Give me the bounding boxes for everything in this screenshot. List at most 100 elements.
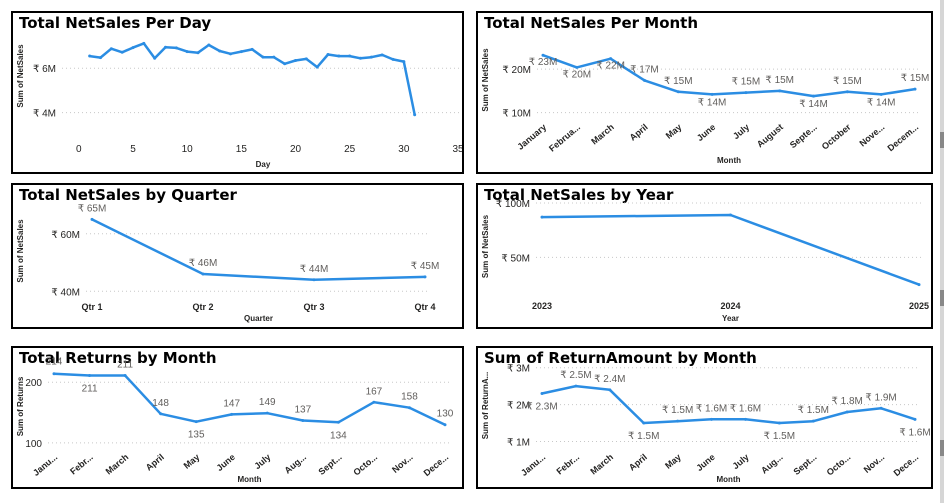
category-label: April xyxy=(144,452,166,473)
category-label: January xyxy=(515,122,548,152)
category-label: Febr... xyxy=(554,452,581,477)
data-point xyxy=(443,423,447,427)
data-point xyxy=(120,50,124,54)
data-point xyxy=(261,55,265,59)
y-axis-title: Sum of NetSales xyxy=(481,48,490,112)
category-label: Nov... xyxy=(862,452,887,475)
data-point xyxy=(913,87,917,91)
y-tick-label: ₹ 10M xyxy=(502,109,531,120)
netsales-per-day-panel[interactable]: Total NetSales Per Day ₹ 4M ₹ 6M Sum of Ne… xyxy=(11,11,464,174)
data-point xyxy=(743,417,747,421)
data-point xyxy=(218,49,222,53)
return-amount-by-month-chart: ₹ 1M ₹ 2M ₹ 3M Sum of ReturnA... Janu... Febr… xyxy=(481,364,931,484)
data-label: 167 xyxy=(366,386,383,397)
data-label: ₹ 44M xyxy=(300,264,329,275)
data-point xyxy=(230,412,234,416)
x-tick-label: 15 xyxy=(236,144,248,155)
data-point xyxy=(294,58,297,62)
data-label: ₹ 1.5M xyxy=(798,405,829,416)
category-label: April xyxy=(628,122,650,143)
x-tick-label: 5 xyxy=(130,144,136,155)
data-point xyxy=(540,392,544,396)
data-point xyxy=(315,65,319,69)
data-label: 214 xyxy=(46,357,63,368)
data-point xyxy=(194,420,198,424)
category-label: March xyxy=(104,452,131,477)
data-point xyxy=(99,56,102,60)
category-label: April xyxy=(627,452,649,473)
series-line xyxy=(53,372,446,426)
category-label: Aug... xyxy=(759,452,785,476)
y-tick-label: ₹ 6M xyxy=(33,64,56,75)
x-axis-title: Year xyxy=(722,314,739,323)
data-point xyxy=(811,419,815,423)
data-label: ₹ 15M xyxy=(732,77,761,88)
series-line xyxy=(542,54,916,98)
return-amount-by-month-panel[interactable]: Sum of ReturnAmount by Month ₹ 1M ₹ 2M ₹ 3… xyxy=(476,346,933,489)
series-line xyxy=(89,42,416,116)
category-label: August xyxy=(755,122,785,150)
chart-title: Total NetSales Per Month xyxy=(484,14,699,32)
netsales-by-quarter-panel[interactable]: Total NetSales by Quarter ₹ 40M ₹ 60M Sum … xyxy=(11,183,464,329)
category-label: October xyxy=(820,122,853,152)
data-label: ₹ 15M xyxy=(664,76,693,87)
scroll-marker xyxy=(940,290,944,306)
data-point xyxy=(283,62,287,66)
data-point xyxy=(201,272,205,276)
data-point xyxy=(608,388,612,392)
x-axis-title: Month xyxy=(238,475,262,484)
data-label: ₹ 1.6M xyxy=(730,403,761,414)
data-point xyxy=(239,50,243,54)
data-label: ₹ 1.6M xyxy=(696,403,727,414)
page-scrollbar[interactable] xyxy=(940,0,944,503)
category-label: May xyxy=(664,122,684,141)
data-label: ₹ 15M xyxy=(833,76,862,87)
data-point xyxy=(196,51,200,55)
scroll-marker xyxy=(940,132,944,148)
data-label: 130 xyxy=(437,409,454,420)
netsales-by-year-chart: ₹ 50M ₹ 100M Sum of NetSales 2023 2024 2025 Ye… xyxy=(481,199,929,323)
category-label: Qtr 1 xyxy=(81,302,102,312)
category-label: 2023 xyxy=(532,301,552,311)
data-point xyxy=(879,406,883,410)
netsales-per-month-chart: ₹ 10M ₹ 20M Sum of NetSales JanuaryFebrua..… xyxy=(481,48,929,165)
netsales-by-year-panel[interactable]: Total NetSales by Year ₹ 50M ₹ 100M Sum of… xyxy=(476,183,933,329)
data-point xyxy=(174,46,178,50)
category-label: Sept... xyxy=(791,452,818,477)
data-label: 211 xyxy=(117,360,133,371)
data-point xyxy=(348,54,352,58)
category-label: March xyxy=(589,122,616,147)
category-label: May xyxy=(663,452,683,471)
data-label: ₹ 1.6M xyxy=(899,427,930,438)
data-point xyxy=(574,384,578,388)
data-label: ₹ 14M xyxy=(799,99,828,110)
data-label: 134 xyxy=(330,430,347,441)
category-label: Sept... xyxy=(317,452,344,477)
data-point xyxy=(710,92,714,96)
data-point xyxy=(312,278,316,282)
data-point xyxy=(185,50,189,54)
data-point xyxy=(777,421,781,425)
x-tick-label: 35 xyxy=(452,144,462,155)
category-label: Nove... xyxy=(857,122,886,149)
data-point xyxy=(540,215,544,219)
data-point xyxy=(159,412,163,416)
y-tick-label: 200 xyxy=(25,378,42,389)
category-label: Octo... xyxy=(825,452,853,478)
category-label: Nov... xyxy=(390,452,415,475)
category-label: June xyxy=(214,452,237,473)
chart-title: Total NetSales by Year xyxy=(484,186,674,204)
data-point xyxy=(142,41,146,45)
returns-by-month-panel[interactable]: Total Returns by Month 100 200 Sum of Retu… xyxy=(11,346,464,489)
data-label: ₹ 1.5M xyxy=(662,405,693,416)
category-label: March xyxy=(588,452,615,477)
category-label: Qtr 4 xyxy=(414,302,435,312)
netsales-per-month-panel[interactable]: Total NetSales Per Month ₹ 10M ₹ 20M Sum o… xyxy=(476,11,933,174)
data-point xyxy=(326,53,330,57)
data-label: ₹ 14M xyxy=(867,97,896,108)
y-axis-title: Sum of NetSales xyxy=(16,219,25,283)
data-label: 137 xyxy=(294,404,311,415)
data-point xyxy=(380,53,384,57)
data-point xyxy=(744,91,748,95)
